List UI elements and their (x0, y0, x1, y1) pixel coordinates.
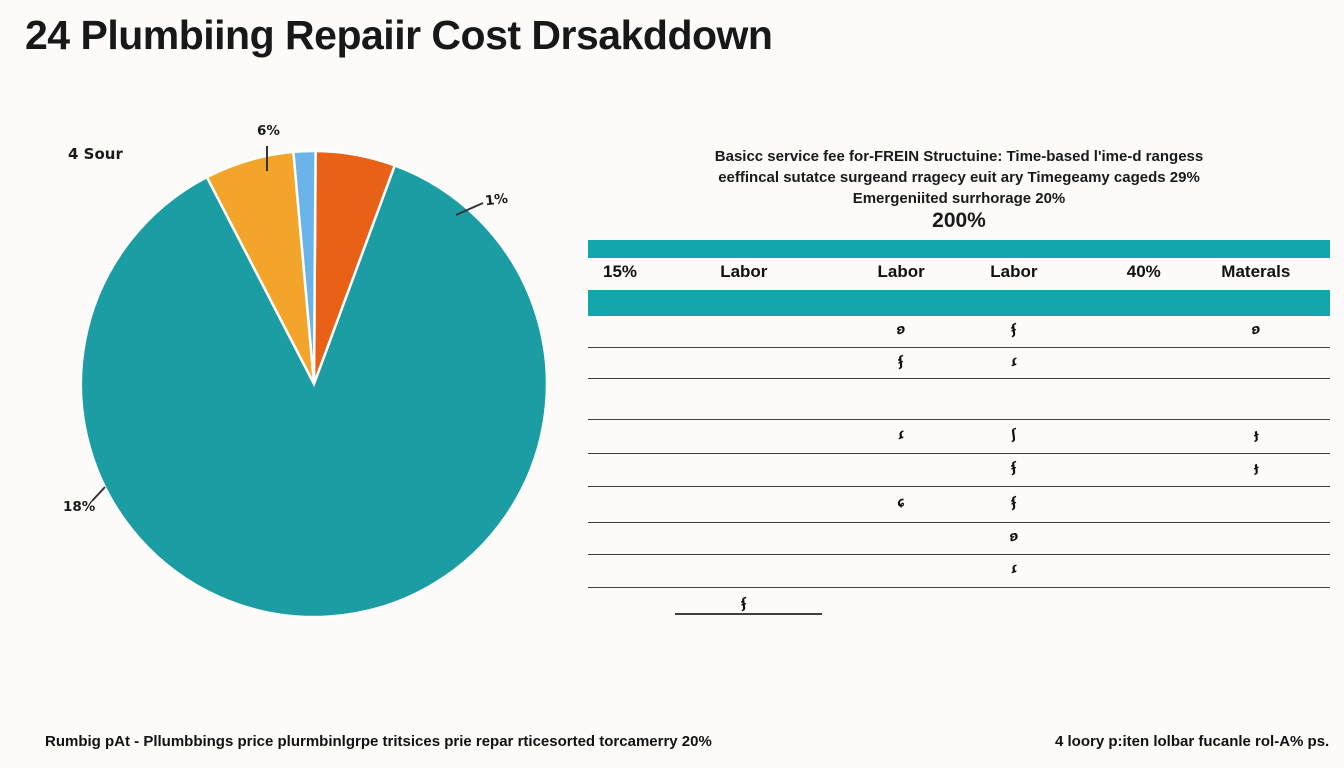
cell-mark: ɾ (1007, 353, 1020, 370)
col-header-40pct: 40% (1126, 262, 1161, 281)
table-second-band (588, 290, 1330, 316)
page-title: 24 Plumbiing Repaiir Cost Drsakddown (25, 12, 773, 58)
footer-note-right: 4 loory p:iten lolbar fucanle rol-A% ps. (1055, 733, 1330, 750)
intro-line-1: Basicc service fee for-FREIN Structuine:… (714, 148, 1204, 165)
fee-structure-intro: Basicc service fee for-FREIN Structuine:… (588, 146, 1330, 233)
table-row: ʄ ɟ (588, 454, 1330, 487)
cell-mark: ɟ (1251, 427, 1261, 443)
pie-annotation-4-sour: 4 Sour (68, 145, 123, 163)
cell-mark: ʄ (1008, 321, 1019, 338)
cell-mark: ɟ (1251, 460, 1261, 477)
leader-line-1pct (455, 202, 484, 216)
pie-label-6pct: 6% (257, 123, 280, 139)
pie-label-18pct: 18% (63, 499, 96, 515)
table-top-band (588, 240, 1330, 258)
table-header-row: 15% Labor Labor Labor 40% Materals (588, 256, 1330, 290)
col-header-labor-2: Labor (877, 262, 925, 281)
table-row: ʄ ɾ (588, 348, 1330, 379)
table-row: ɾ (588, 555, 1330, 588)
pie-slice-teal-main (79, 163, 549, 619)
table-row: ʄ (588, 588, 1330, 624)
leader-line-18pct (91, 486, 106, 502)
cell-mark: ɾ (895, 426, 908, 444)
partial-row-underline (675, 613, 822, 615)
footer-note-left: Rumbig pAt - Pllumbbings price plurmbinl… (45, 733, 712, 750)
table-row: ɕ ʄ (588, 487, 1330, 523)
pie-label-1pct: 1% (484, 190, 509, 210)
cell-mark: ʚ (1007, 528, 1021, 546)
cell-mark: ʄ (1008, 494, 1019, 511)
cell-mark: ɾ (1007, 561, 1020, 578)
table-row: ɾ ʃ ɟ (588, 420, 1330, 454)
cell-mark: ʃ (1009, 426, 1019, 443)
fee-table-panel: Basicc service fee for-FREIN Structuine:… (588, 0, 1330, 768)
col-header-labor-1: Labor (720, 262, 768, 281)
col-header-materials: Materals (1221, 262, 1291, 281)
cell-mark: ʄ (1008, 460, 1019, 477)
table-row: ʚ (588, 523, 1330, 555)
intro-line-2: eeffincal sutatce surgeand rragecy euit … (718, 169, 1200, 186)
col-header-labor-3: Labor (990, 262, 1038, 281)
cell-mark: ʚ (894, 321, 908, 339)
cell-mark: ʚ (1248, 321, 1263, 339)
table-row: ʚ ʄ ʚ (588, 316, 1330, 348)
table-row (588, 379, 1330, 420)
intro-line-3: Emergeniited surrhorage 20% (852, 190, 1066, 207)
cell-mark: ʄ (738, 596, 749, 613)
col-header-15pct: 15% (603, 262, 638, 281)
cell-mark: ʄ (896, 353, 907, 370)
intro-total: 200% (932, 209, 986, 232)
cell-mark: ɕ (895, 494, 908, 512)
table-body: ʚ ʄ ʚ ʄ ɾ ɾ ʃ ɟ ʄ ɟ ɕ ʄ ʚ (588, 316, 1330, 624)
